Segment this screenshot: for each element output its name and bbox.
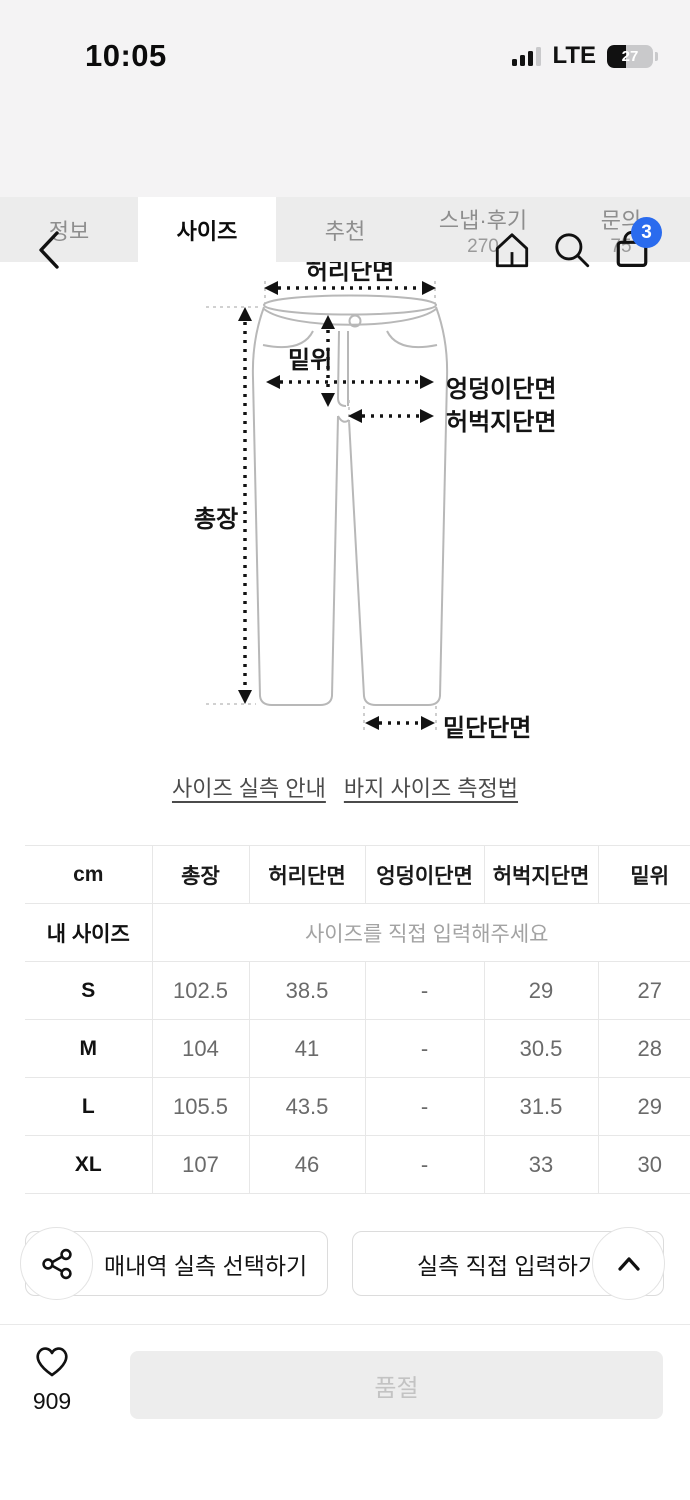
collapse-fab[interactable] xyxy=(592,1227,665,1300)
top-chrome: 10:05 LTE 27 xyxy=(0,0,690,269)
cell-value: 107 xyxy=(151,1135,249,1194)
cart-badge: 3 xyxy=(631,217,662,248)
table-row: M 104 41 - 30.5 28 xyxy=(25,1019,690,1078)
size-measure-guide-link[interactable]: 사이즈 실측 안내 xyxy=(171,776,326,801)
cell-value: - xyxy=(364,1135,484,1194)
tab-size[interactable]: 사이즈 xyxy=(138,197,276,262)
table-row: L 105.5 43.5 - 31.5 29 xyxy=(25,1077,690,1136)
input-measure-label: 실측 직접 입력하기 xyxy=(416,1252,600,1279)
cell-value: - xyxy=(364,1077,484,1136)
select-purchase-measure-label: 매내역 실측 선택하기 xyxy=(104,1252,308,1279)
measure-links-row: 사이즈 실측 안내 바지 사이즈 측정법 xyxy=(0,771,690,803)
size-label: L xyxy=(25,1077,152,1136)
tab-info[interactable]: 정보 xyxy=(0,197,138,262)
size-label: S xyxy=(25,961,152,1020)
tab-label: 사이즈 xyxy=(176,218,238,244)
cell-value: 31.5 xyxy=(483,1077,598,1136)
cell-value: 38.5 xyxy=(248,961,365,1020)
cell-value: 102.5 xyxy=(151,961,249,1020)
unit-header: cm xyxy=(25,845,152,904)
soldout-button: 품절 xyxy=(130,1351,663,1419)
chevron-left-icon xyxy=(39,231,59,269)
search-icon xyxy=(555,233,590,268)
tab-count: 270 xyxy=(467,236,499,257)
battery-percent: 27 xyxy=(621,47,639,65)
total-length-label: 총장 xyxy=(194,506,239,533)
cell-value: 105.5 xyxy=(151,1077,249,1136)
hem-width-label: 밑단단면 xyxy=(443,715,532,742)
home-icon xyxy=(495,233,529,268)
network-type-label: LTE xyxy=(552,42,596,69)
col-header-waist: 허리단면 xyxy=(248,845,365,904)
pants-measure-diagram: 허리단면 밑위 엉덩이단면 허벅지단면 총장 밑단단면 xyxy=(194,258,557,742)
chevron-up-icon xyxy=(617,1256,640,1271)
cell-value: 30 xyxy=(597,1135,690,1194)
tabbar: 정보 사이즈 추천 스냅·후기 270 문의 75 xyxy=(0,197,690,262)
tab-recommend[interactable]: 추천 xyxy=(276,197,414,262)
cell-value: 43.5 xyxy=(248,1077,365,1136)
share-icon xyxy=(41,1248,72,1279)
tab-label: 스냅·후기 xyxy=(438,208,528,233)
cell-value: 104 xyxy=(151,1019,249,1078)
waist-width-label: 허리단면 xyxy=(305,258,395,285)
cell-value: 27 xyxy=(597,961,690,1020)
cell-value: 33 xyxy=(483,1135,598,1194)
navbar: 3 xyxy=(0,100,690,269)
bottom-divider xyxy=(0,1324,690,1325)
cell-value: - xyxy=(364,961,484,1020)
like-button[interactable]: 909 xyxy=(21,1342,83,1415)
size-label: XL xyxy=(25,1135,152,1194)
my-size-label: 내 사이즈 xyxy=(25,903,152,962)
cell-value: 28 xyxy=(597,1019,690,1078)
cell-value: 46 xyxy=(248,1135,365,1194)
hip-width-label: 엉덩이단면 xyxy=(446,376,557,403)
table-row: S 102.5 38.5 - 29 27 xyxy=(25,961,690,1020)
signal-strength-icon xyxy=(512,46,542,66)
table-row: XL 107 46 - 33 30 xyxy=(25,1135,690,1194)
cell-value: 41 xyxy=(248,1019,365,1078)
col-header-rise: 밑위 xyxy=(597,845,690,904)
my-size-input-prompt[interactable]: 사이즈를 직접 입력해주세요 xyxy=(151,903,690,962)
heart-icon xyxy=(36,1347,68,1377)
pants-outline-drawing xyxy=(206,281,449,732)
my-size-row: 내 사이즈 사이즈를 직접 입력해주세요 xyxy=(25,903,690,962)
col-header-thigh: 허벅지단면 xyxy=(483,845,598,904)
rise-label: 밑위 xyxy=(288,347,333,374)
search-button[interactable] xyxy=(550,228,594,272)
status-time: 10:05 xyxy=(85,38,167,73)
size-table: cm 총장 허리단면 엉덩이단면 허벅지단면 밑위 내 사이즈 사이즈를 직접 … xyxy=(25,845,690,1194)
back-button[interactable] xyxy=(28,228,72,272)
home-button[interactable] xyxy=(490,228,534,272)
pants-measure-method-link[interactable]: 바지 사이즈 측정법 xyxy=(343,776,519,801)
cell-value: 29 xyxy=(483,961,598,1020)
tab-label: 정보 xyxy=(48,218,90,244)
col-header-hip: 엉덩이단면 xyxy=(364,845,484,904)
col-header-length: 총장 xyxy=(151,845,249,904)
share-fab[interactable] xyxy=(20,1227,93,1300)
thigh-width-label: 허벅지단면 xyxy=(446,409,557,436)
size-label: M xyxy=(25,1019,152,1078)
cell-value: 29 xyxy=(597,1077,690,1136)
battery-icon: 27 xyxy=(607,44,653,68)
tab-snap-reviews[interactable]: 스냅·후기 270 xyxy=(414,197,552,262)
like-count: 909 xyxy=(32,1388,72,1414)
cell-value: - xyxy=(364,1019,484,1078)
size-table-header-row: cm 총장 허리단면 엉덩이단면 허벅지단면 밑위 xyxy=(25,845,690,904)
tab-label: 추천 xyxy=(324,218,366,244)
battery-cap xyxy=(655,51,658,61)
cell-value: 30.5 xyxy=(483,1019,598,1078)
